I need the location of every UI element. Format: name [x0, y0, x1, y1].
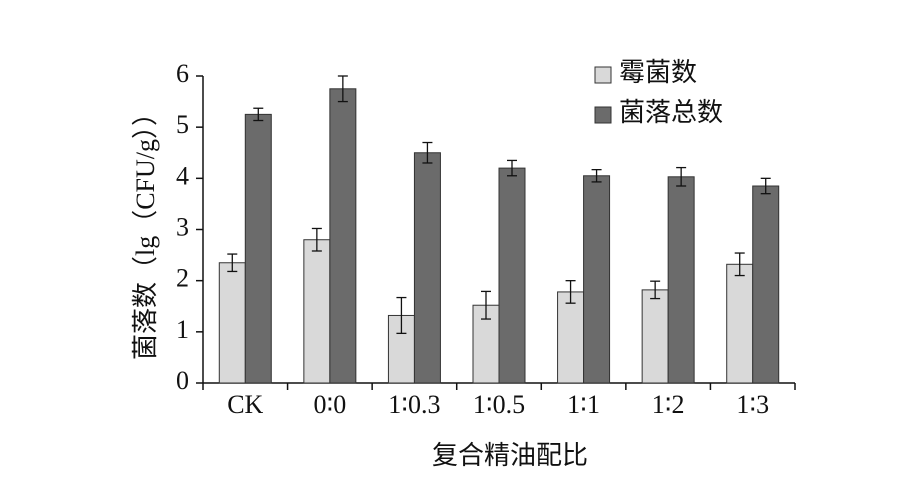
y-tick-label: 1 — [176, 315, 189, 344]
error-bar — [337, 75, 348, 103]
error-bar — [591, 168, 602, 183]
error-bar — [734, 252, 745, 277]
y-tick-label: 4 — [176, 161, 189, 190]
bar — [218, 262, 246, 384]
x-tick-label: 1∶3 — [736, 390, 769, 419]
legend-label: 菌落总数 — [619, 98, 723, 127]
legend-swatch — [594, 66, 612, 84]
x-tick-label: 1∶0.5 — [473, 390, 525, 419]
error-bar — [481, 290, 491, 320]
bar — [557, 291, 585, 384]
error-bar — [676, 166, 687, 187]
error-bar — [227, 253, 238, 273]
y-tick-label: 0 — [176, 366, 189, 395]
bar — [498, 167, 526, 384]
bar — [752, 185, 780, 384]
error-bar — [311, 227, 322, 252]
y-axis-label: 菌落数（lg（CFU/g）） — [131, 100, 160, 360]
bar — [641, 289, 669, 384]
x-tick-label: 1∶0.3 — [388, 390, 440, 419]
y-tick-label: 5 — [176, 110, 189, 139]
bar — [329, 88, 357, 384]
y-tick-label: 2 — [176, 264, 189, 293]
error-bar — [422, 141, 433, 164]
bar — [303, 239, 331, 384]
x-tick-label: 0∶0 — [313, 390, 346, 419]
bar — [667, 176, 695, 384]
legend-swatch — [594, 106, 612, 124]
error-bar — [396, 296, 407, 335]
legend-label: 霉菌数 — [619, 58, 697, 87]
error-bar — [565, 280, 576, 304]
error-bar — [253, 107, 264, 122]
error-bar — [760, 177, 771, 195]
bar — [726, 263, 754, 384]
y-tick-label: 3 — [176, 212, 189, 241]
y-tick-label: 6 — [176, 59, 189, 88]
x-tick-label: 1∶1 — [567, 390, 600, 419]
bar — [244, 113, 272, 384]
bar — [413, 152, 441, 384]
bar — [583, 175, 611, 384]
error-bar — [507, 159, 517, 177]
x-tick-label: 1∶2 — [652, 390, 685, 419]
x-tick-label: CK — [227, 390, 263, 419]
error-bar — [650, 280, 661, 300]
x-axis-label: 复合精油配比 — [432, 441, 588, 470]
